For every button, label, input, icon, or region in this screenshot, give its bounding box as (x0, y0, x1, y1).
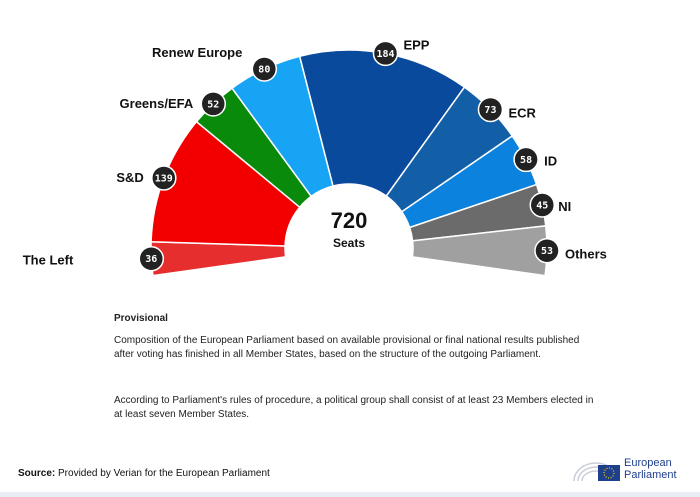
segment-epp (298, 49, 466, 198)
seat-badge (151, 165, 177, 191)
notes-title: Provisional (114, 313, 168, 324)
total-seats: 720 (331, 208, 368, 233)
source-line: Source: Provided by Verian for the Europ… (18, 468, 270, 479)
bottom-bar (0, 492, 700, 497)
seat-badge (251, 56, 278, 82)
seat-count-label: 80 (258, 65, 270, 76)
seat-count-label: 73 (484, 105, 496, 116)
seat-count-label: 139 (155, 173, 173, 184)
hemicycle-chart: 36 The Left 139 S&D 52 Greens/EFA 80 Renew Euro… (23, 37, 607, 277)
total-seats-label: Seats (333, 236, 365, 250)
party-label: ECR (508, 105, 536, 120)
party-label: Others (565, 247, 607, 262)
segment-the-left (150, 241, 287, 277)
party-label: Greens/EFA (120, 96, 194, 111)
party-label: ID (544, 153, 557, 168)
seat-count-label: 53 (541, 246, 553, 257)
european-parliament-logo-icon (573, 462, 620, 482)
seat-badge (138, 245, 165, 272)
seat-badge (534, 237, 560, 264)
party-label: The Left (23, 253, 74, 268)
notes-paragraph-2: According to Parliament's rules of proce… (114, 395, 594, 420)
seat-count-label: 45 (536, 200, 548, 211)
seat-badge (529, 192, 556, 218)
party-label: EPP (403, 37, 429, 52)
logo-line-1: European (624, 457, 672, 469)
seat-count-label: 36 (145, 254, 157, 265)
logo-line-2: Parliament (624, 469, 677, 481)
party-label: Renew Europe (152, 45, 242, 60)
segment-s-d (150, 120, 301, 247)
logo-text: European Parliament (624, 457, 677, 481)
party-label: S&D (116, 170, 143, 185)
seat-count-label: 184 (376, 49, 394, 60)
seat-badge (477, 96, 504, 123)
source-label: Source: (18, 468, 56, 479)
seat-badge (200, 91, 226, 117)
notes-paragraph-1: Composition of the European Parliament b… (114, 335, 580, 360)
seat-badge (513, 146, 539, 173)
seat-badge (372, 40, 399, 67)
seat-count-label: 52 (207, 99, 219, 110)
source-text: Provided by Verian for the European Parl… (58, 468, 270, 479)
party-label: NI (558, 199, 571, 214)
seat-count-label: 58 (520, 155, 532, 166)
